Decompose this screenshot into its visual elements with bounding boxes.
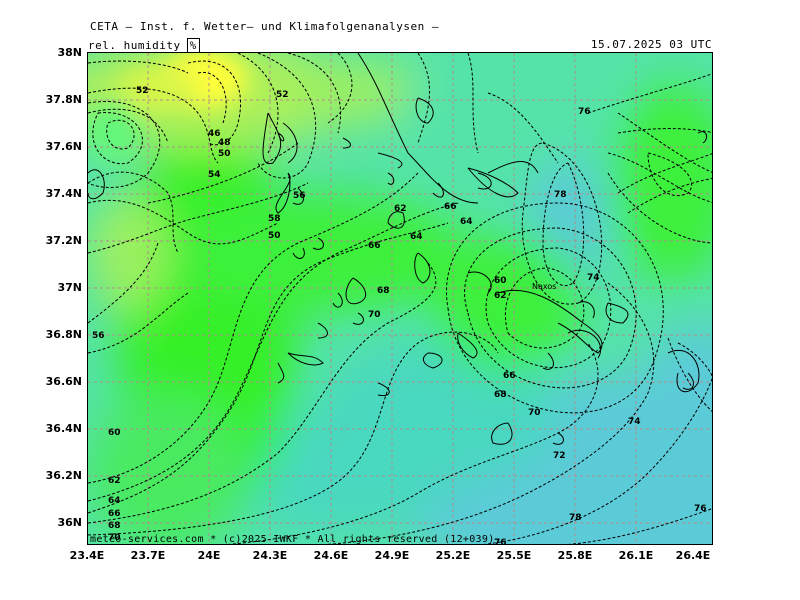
- lon-label: 24.3E: [252, 549, 288, 562]
- contour-label: 66: [368, 241, 381, 251]
- contour-label: 70: [528, 408, 541, 418]
- contour-label: 70: [368, 310, 381, 320]
- humidity-contours: [88, 53, 712, 544]
- parameter-name: rel. humidity: [88, 39, 181, 52]
- contour-label: 60: [108, 428, 121, 438]
- contour-label: 60: [494, 276, 507, 286]
- contour-label: 78: [569, 513, 582, 523]
- lon-label: 24E: [197, 549, 221, 562]
- contour-label: 64: [410, 232, 423, 242]
- contour-label: 68: [377, 286, 390, 296]
- valid-time: 15.07.2025 03 UTC: [590, 38, 712, 51]
- contour-label: 46: [208, 129, 221, 139]
- lon-label: 23.4E: [69, 549, 105, 562]
- contour-label: 74: [587, 273, 600, 283]
- contour-label: 50: [218, 149, 231, 159]
- lat-label: 38N: [57, 46, 82, 59]
- contour-label: 52: [136, 86, 149, 96]
- contour-label: 76: [694, 504, 707, 514]
- contour-label: 62: [494, 291, 507, 301]
- map-canvas: 52 52 54 56 58 50 62 66 64 64 66 68 70 6…: [88, 53, 712, 545]
- contour-label: 62: [394, 204, 407, 214]
- contour-label: 68: [108, 521, 121, 531]
- lon-label: 26.4E: [675, 549, 711, 562]
- contour-label: 66: [503, 371, 516, 381]
- lon-label: 24.6E: [313, 549, 349, 562]
- contour-label: 66: [108, 509, 121, 519]
- contour-label: 76: [494, 538, 507, 545]
- contour-label: 58: [268, 214, 281, 224]
- parameter-label: rel. humidity%: [88, 38, 200, 53]
- unit-box: %: [186, 38, 200, 53]
- contour-label: 48: [218, 138, 231, 148]
- lat-label: 37.8N: [45, 93, 82, 106]
- lon-label: 26.1E: [618, 549, 654, 562]
- lon-label: 25.5E: [496, 549, 532, 562]
- lon-label: 25.8E: [557, 549, 593, 562]
- contour-label: 62: [108, 476, 121, 486]
- lat-label: 36.6N: [45, 375, 82, 388]
- humidity-map: 52 52 54 56 58 50 62 66 64 64 66 68 70 6…: [87, 52, 713, 545]
- lon-label: 23.7E: [130, 549, 166, 562]
- contour-label: 52: [276, 90, 289, 100]
- contour-label: 72: [553, 451, 566, 461]
- contour-label: 56: [92, 331, 105, 341]
- copyright-footer: meteo-services.com * (c)2025 IWKF * All …: [90, 534, 495, 545]
- place-label-naxos: Naxos: [532, 282, 556, 291]
- humidity-field: [88, 53, 712, 544]
- contour-label: 66: [444, 202, 457, 212]
- contour-label: 70: [108, 533, 121, 543]
- contour-label: 64: [108, 496, 121, 506]
- contour-label: 78: [554, 190, 567, 200]
- contour-label: 74: [628, 417, 641, 427]
- coastlines: [88, 53, 708, 445]
- lat-label: 37.2N: [45, 234, 82, 247]
- contour-label: 56: [293, 191, 306, 201]
- lat-label: 37.6N: [45, 140, 82, 153]
- contour-label: 76: [578, 107, 591, 117]
- lat-label: 36.8N: [45, 328, 82, 341]
- chart-title: CETA — Inst. f. Wetter— und Klimafolgena…: [90, 20, 440, 33]
- contour-label: 64: [460, 217, 473, 227]
- lat-label: 36.2N: [45, 469, 82, 482]
- lat-label: 37N: [57, 281, 82, 294]
- lon-label: 25.2E: [435, 549, 471, 562]
- contour-label: 68: [494, 390, 507, 400]
- contour-label: 54: [208, 170, 221, 180]
- lon-label: 24.9E: [374, 549, 410, 562]
- contour-label: 50: [268, 231, 281, 241]
- contour-labels: 52 52 54 56 58 50 62 66 64 64 66 68 70 6…: [92, 86, 707, 545]
- lat-label: 37.4N: [45, 187, 82, 200]
- lat-label: 36.4N: [45, 422, 82, 435]
- lat-label: 36N: [57, 516, 82, 529]
- lat-lon-grid: [88, 53, 712, 544]
